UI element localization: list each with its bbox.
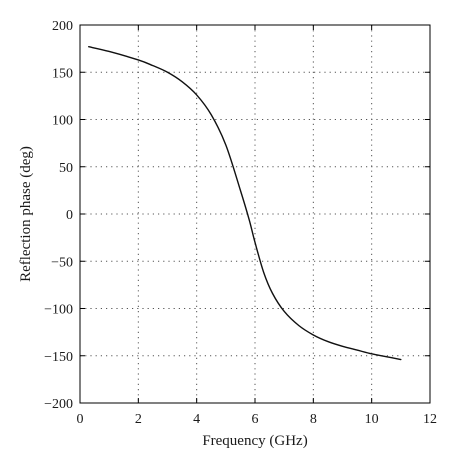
y-axis-title: Reflection phase (deg) bbox=[18, 146, 34, 282]
x-tick-label: 6 bbox=[252, 412, 259, 427]
y-tick-label: −200 bbox=[44, 397, 73, 412]
reflection-phase-line bbox=[88, 46, 402, 361]
series-layer bbox=[88, 46, 402, 361]
grid-layer bbox=[80, 25, 430, 403]
tick-label-layer: 0 2 4 6 8 10 12 200 150 100 50 0 −50 −100 −150 −200 bbox=[44, 19, 437, 427]
x-tick-label: 4 bbox=[193, 412, 200, 427]
x-tick-label: 8 bbox=[310, 412, 317, 427]
y-tick-label: 200 bbox=[52, 19, 73, 34]
x-axis-title: Frequency (GHz) bbox=[202, 433, 307, 449]
y-tick-label: 100 bbox=[52, 114, 73, 129]
y-tick-label: −150 bbox=[44, 350, 73, 365]
y-tick-label: −100 bbox=[44, 303, 73, 318]
tick-layer bbox=[79, 24, 431, 404]
x-tick-label: 2 bbox=[135, 412, 142, 427]
x-tick-label: 0 bbox=[77, 412, 84, 427]
y-tick-label: 50 bbox=[59, 161, 73, 176]
y-tick-label: −50 bbox=[51, 255, 73, 270]
y-tick-label: 150 bbox=[52, 66, 73, 81]
x-tick-label: 12 bbox=[423, 412, 437, 427]
y-tick-label: 0 bbox=[66, 208, 73, 223]
x-tick-label: 10 bbox=[365, 412, 379, 427]
